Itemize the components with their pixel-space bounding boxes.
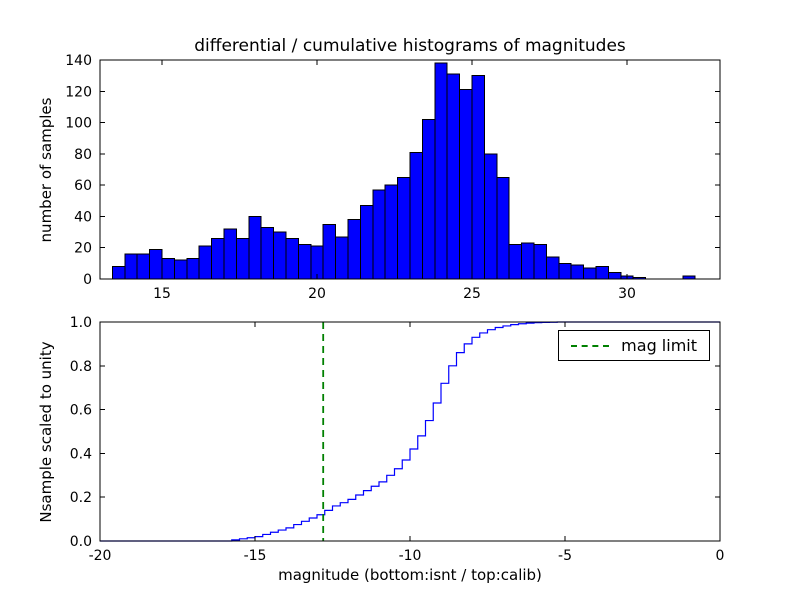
x-tick-label: 30 bbox=[618, 286, 636, 302]
x-tick-label: -10 bbox=[399, 548, 422, 564]
histogram-bar bbox=[459, 89, 473, 280]
histogram-bar bbox=[335, 236, 349, 280]
y-tick-label: 120 bbox=[65, 84, 92, 100]
cumulative-step-line bbox=[100, 321, 720, 542]
legend-label: mag limit bbox=[621, 336, 697, 355]
histogram-bar bbox=[149, 248, 163, 280]
histogram-bar bbox=[161, 258, 175, 280]
histogram-bar bbox=[434, 62, 448, 280]
histogram-bar bbox=[583, 267, 597, 280]
histogram-bar bbox=[260, 226, 275, 280]
x-tick-label: 25 bbox=[463, 286, 481, 302]
y-tick-label: 0.8 bbox=[70, 359, 92, 375]
mag-limit-line-sample bbox=[571, 344, 610, 347]
histogram-bar bbox=[483, 153, 498, 280]
histogram-bar bbox=[347, 219, 361, 280]
histogram-bar bbox=[173, 259, 188, 280]
histogram-bar bbox=[421, 118, 436, 280]
histogram-bar bbox=[273, 231, 287, 280]
histogram-bar bbox=[607, 272, 622, 280]
top-ylabel: number of samples bbox=[37, 97, 55, 243]
bottom-ylabel: Nsample scaled to unity bbox=[37, 341, 55, 523]
histogram-bar bbox=[384, 184, 399, 280]
histogram-bar bbox=[446, 73, 461, 280]
histogram-bar bbox=[136, 253, 151, 280]
y-tick-label: 0.2 bbox=[70, 490, 92, 506]
y-tick-label: 0 bbox=[83, 272, 92, 288]
histogram-bar bbox=[297, 244, 312, 280]
x-tick-label: 15 bbox=[153, 286, 171, 302]
histogram-bar bbox=[285, 237, 299, 280]
y-tick-label: 100 bbox=[65, 116, 92, 132]
axes-frame bbox=[99, 59, 721, 280]
y-tick-label: 0.0 bbox=[70, 534, 92, 550]
y-tick-label: 1.0 bbox=[70, 315, 92, 331]
histogram-bar bbox=[322, 223, 337, 280]
histogram-bar bbox=[496, 176, 510, 280]
figure-title: differential / cumulative histograms of … bbox=[194, 36, 626, 56]
histogram-bar bbox=[359, 204, 374, 280]
histogram-bar bbox=[533, 244, 547, 280]
y-tick-label: 20 bbox=[74, 241, 92, 257]
histogram-bar bbox=[595, 265, 609, 280]
y-tick-label: 0.4 bbox=[70, 446, 92, 462]
histogram-bar bbox=[223, 228, 237, 280]
y-tick-label: 60 bbox=[74, 178, 92, 194]
y-tick-label: 40 bbox=[74, 209, 92, 225]
histogram-bar bbox=[521, 242, 535, 280]
x-tick-label: -20 bbox=[89, 548, 112, 564]
x-tick-label: -5 bbox=[558, 548, 572, 564]
histogram-bar bbox=[248, 215, 262, 280]
histogram-bar bbox=[235, 237, 250, 280]
histogram-bar bbox=[508, 244, 523, 280]
y-tick-label: 140 bbox=[65, 53, 92, 69]
y-tick-label: 0.6 bbox=[70, 403, 92, 419]
histogram-bar bbox=[372, 189, 386, 280]
histogram-bar bbox=[111, 265, 126, 280]
histogram-bar bbox=[558, 262, 572, 280]
histogram-bar bbox=[545, 256, 560, 280]
x-tick-label: 20 bbox=[308, 286, 326, 302]
histogram-bar bbox=[409, 151, 423, 280]
histogram-bar bbox=[570, 264, 585, 280]
histogram-bar bbox=[124, 253, 138, 280]
xlabel: magnitude (bottom:isnt / top:calib) bbox=[278, 566, 542, 584]
histogram-bar bbox=[397, 176, 411, 280]
legend: mag limit bbox=[558, 330, 710, 361]
x-tick-label: 0 bbox=[716, 548, 725, 564]
histogram-bar bbox=[471, 75, 485, 280]
histogram-bar bbox=[198, 245, 213, 280]
histogram-bar bbox=[211, 237, 225, 280]
histogram-bar bbox=[186, 258, 200, 280]
x-tick-label: -15 bbox=[244, 548, 267, 564]
y-tick-label: 80 bbox=[74, 147, 92, 163]
